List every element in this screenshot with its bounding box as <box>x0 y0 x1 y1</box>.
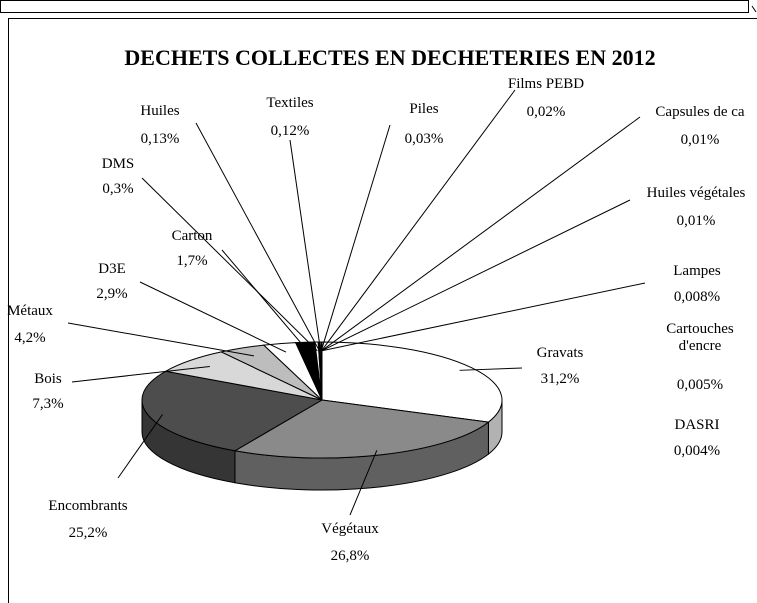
slice-value: 0,03% <box>404 131 444 147</box>
slice-name: Textiles <box>266 95 314 111</box>
leader-line <box>71 365 210 383</box>
slice-name: Bois <box>34 371 62 387</box>
slice-value: 0,13% <box>140 131 180 147</box>
slice-name: Lampes <box>673 263 721 279</box>
leader-line <box>139 281 287 353</box>
slice <box>321 341 503 423</box>
slice-name: DASRI <box>674 417 720 433</box>
leader-line <box>67 322 254 357</box>
slice-value: 0,3% <box>102 181 134 197</box>
slice-side-shade <box>234 422 489 491</box>
slice-value: 7,3% <box>32 396 64 412</box>
slice-value: 31,2% <box>540 371 580 387</box>
slice-name: Huiles végétales <box>646 185 746 201</box>
slice-value: 2,9% <box>96 286 128 302</box>
pie <box>141 341 503 491</box>
leader-line <box>221 249 309 352</box>
leader-line <box>321 116 641 352</box>
slice-value: 0,12% <box>270 123 310 139</box>
slice-name: Huiles <box>140 103 180 119</box>
chart-title: DECHETS COLLECTES EN DECHETERIES EN 2012 <box>124 45 656 70</box>
leader-line <box>141 177 318 352</box>
corner-mark <box>751 5 757 13</box>
slice <box>233 399 490 459</box>
slice-value: 4,2% <box>14 330 46 346</box>
slice-name: Capsules de ca <box>655 104 745 120</box>
slice-name: Végétaux <box>321 521 379 537</box>
leader-line <box>459 367 523 371</box>
leader-line <box>117 414 163 479</box>
slice-name: DMS <box>101 156 135 172</box>
slice-value: 0,01% <box>676 213 716 229</box>
slice <box>141 370 324 452</box>
chart-frame <box>8 18 757 603</box>
leader-line <box>320 124 391 351</box>
leader-line <box>195 122 320 351</box>
slice-value: 0,004% <box>673 443 721 459</box>
slice-name: Gravats <box>536 345 584 361</box>
leader-line <box>321 282 646 352</box>
slice-value: 25,2% <box>68 525 108 541</box>
slice-side-shade <box>488 400 502 455</box>
slice-value: 26,8% <box>330 548 370 564</box>
slice-value: 0,02% <box>526 104 566 120</box>
slice-name: Piles <box>409 101 439 117</box>
top-strip <box>0 0 749 13</box>
slice-name: Films PEBD <box>507 76 585 92</box>
leader-line <box>321 199 631 352</box>
slice-name: D3E <box>98 261 126 277</box>
leader-line <box>321 89 516 351</box>
slice-value: 0,005% <box>676 377 724 393</box>
slice-name: Métaux <box>7 303 53 319</box>
slice-side-shade <box>142 400 235 483</box>
leader-line <box>289 139 322 351</box>
slice-name: Encombrants <box>48 498 128 514</box>
slice-value: 0,01% <box>680 132 720 148</box>
slice-name: Carton <box>171 228 213 244</box>
slice-value: 0,008% <box>673 289 721 305</box>
slice-name: Cartouches d'encre <box>666 321 734 354</box>
leader-line <box>349 450 378 516</box>
slice-value: 1,7% <box>176 253 208 269</box>
